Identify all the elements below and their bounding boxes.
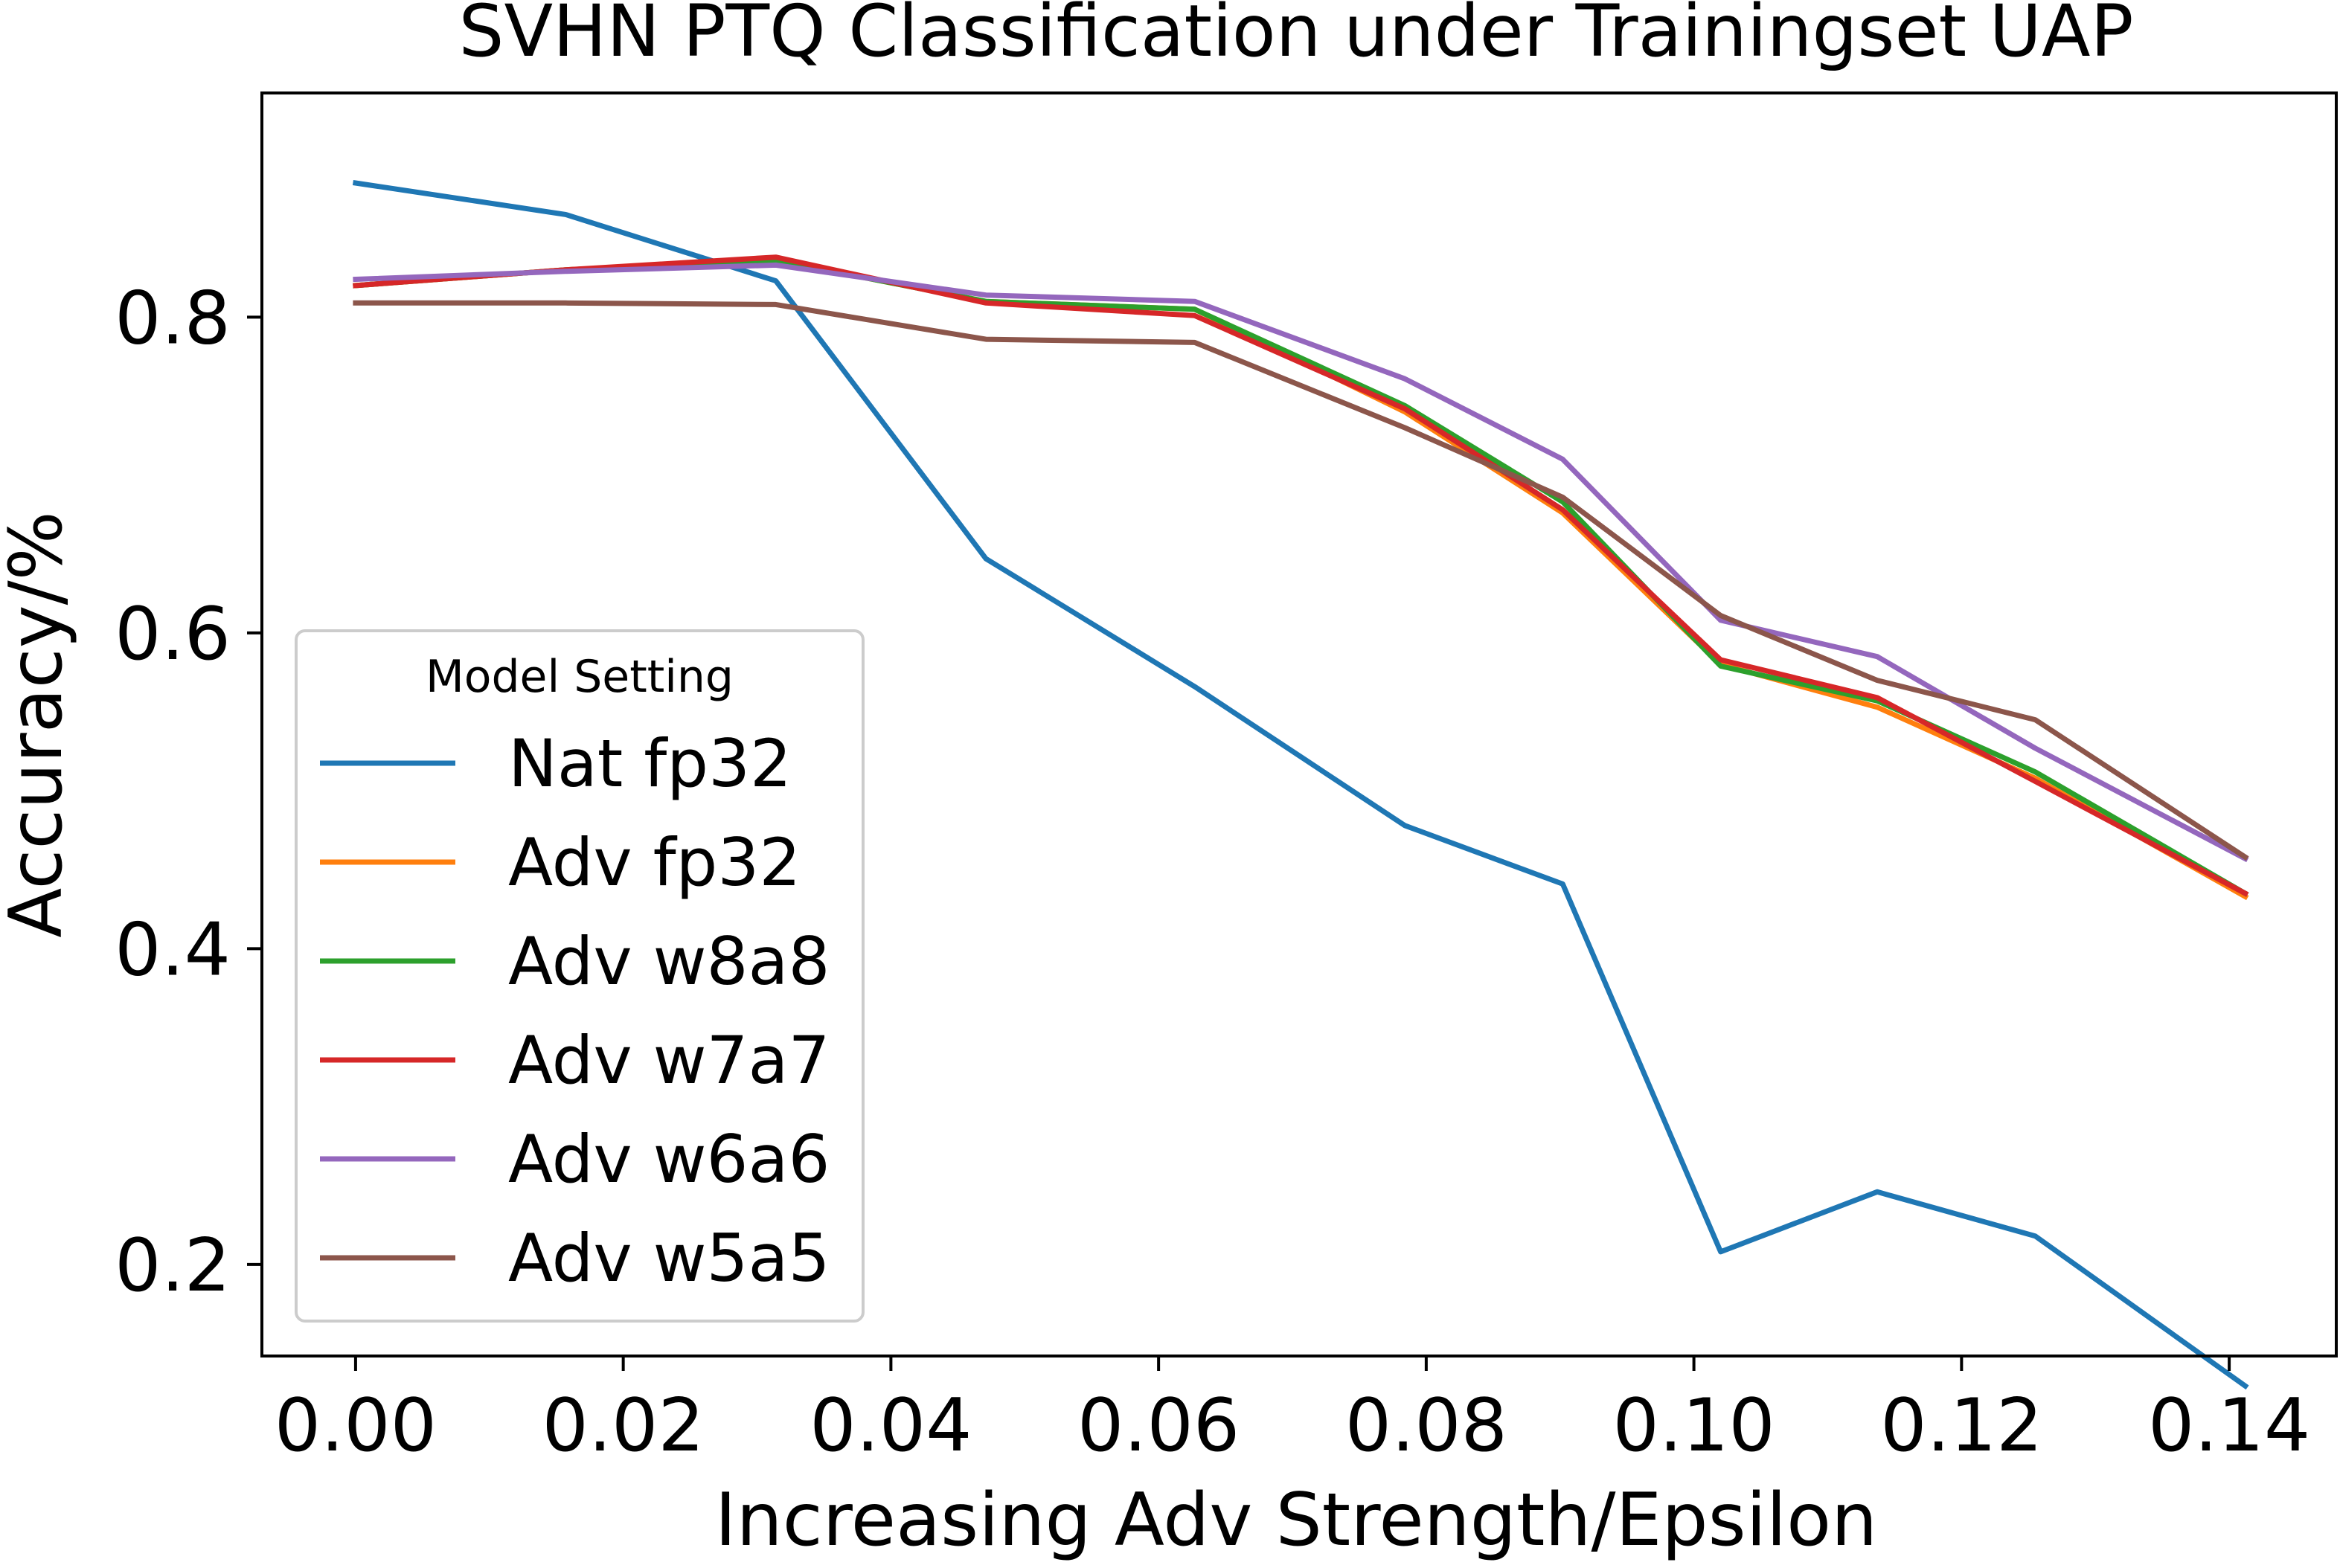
legend-label: Adv w6a6 [508, 1121, 830, 1198]
x-tick-label: 0.04 [810, 1384, 972, 1468]
x-tick-label: 0.08 [1345, 1384, 1507, 1468]
x-tick-label: 0.10 [1613, 1384, 1775, 1468]
legend-label: Nat fp32 [508, 725, 792, 802]
x-tick-label: 0.02 [542, 1384, 705, 1468]
axis-ticks: 0.00 0.02 0.04 0.06 0.08 0.10 0.12 0.14 0.2 0.4 0.… [115, 276, 2310, 1468]
series-line-adv-w5a5 [353, 300, 2249, 861]
x-tick-label: 0.12 [1880, 1384, 2042, 1468]
legend-label: Adv w5a5 [508, 1220, 830, 1297]
legend-label: Adv w8a8 [508, 923, 830, 1000]
x-tick-label: 0.00 [275, 1384, 437, 1468]
legend-box [295, 629, 865, 1323]
y-tick-label: 0.6 [115, 592, 231, 677]
legend-label: Adv fp32 [508, 824, 801, 901]
y-axis-label: Accuracy/% [0, 511, 79, 938]
x-tick-label: 0.06 [1077, 1384, 1240, 1468]
plot-frame [260, 91, 2338, 1357]
y-tick-label: 0.2 [115, 1224, 231, 1308]
x-axis-label: Increasing Adv Strength/Epsilon [715, 1478, 1877, 1563]
y-tick-label: 0.4 [115, 907, 231, 992]
legend-title: Model Setting [426, 651, 734, 703]
legend-label: Adv w7a7 [508, 1022, 830, 1099]
legend-entries: Nat fp32 Adv fp32 Adv w8a8 Adv w7a7 Adv w6a6… [320, 725, 830, 1297]
series-line-adv-w6a6 [353, 262, 2249, 863]
series-lines [352, 180, 2249, 1390]
y-tick-label: 0.8 [115, 276, 231, 361]
chart-title: SVHN PTQ Classification under Trainingse… [459, 0, 2134, 73]
series-line-adv-w7a7 [353, 254, 2249, 897]
legend: Model Setting Nat fp32 Adv fp32 Adv w8a8 Ad… [295, 629, 865, 1323]
x-tick-label: 0.14 [2148, 1384, 2310, 1468]
